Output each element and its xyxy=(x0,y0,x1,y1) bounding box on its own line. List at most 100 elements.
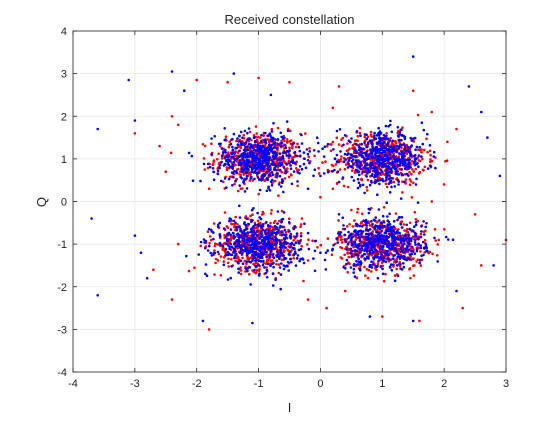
data-point xyxy=(289,142,293,146)
data-point xyxy=(356,223,359,226)
data-point xyxy=(363,165,367,168)
data-point xyxy=(211,162,215,166)
data-point xyxy=(285,154,289,157)
data-point xyxy=(241,256,244,260)
data-point xyxy=(289,260,293,264)
data-point xyxy=(347,241,351,244)
data-point xyxy=(413,241,417,244)
data-point xyxy=(383,159,386,163)
data-point xyxy=(239,170,242,173)
data-point xyxy=(289,173,293,176)
data-point xyxy=(238,235,241,239)
data-point xyxy=(260,213,264,216)
data-point xyxy=(199,244,202,248)
data-point xyxy=(289,242,293,246)
data-point xyxy=(455,289,458,293)
data-point xyxy=(298,149,302,153)
data-point xyxy=(235,253,238,256)
data-point xyxy=(351,225,355,228)
data-point xyxy=(261,145,265,149)
data-point xyxy=(380,229,384,233)
data-point xyxy=(285,264,289,268)
data-point xyxy=(391,160,394,163)
data-point xyxy=(127,78,130,82)
data-point xyxy=(273,138,277,141)
data-point xyxy=(379,145,383,148)
data-point xyxy=(252,171,256,174)
data-point xyxy=(226,253,230,257)
data-point xyxy=(353,219,356,222)
data-point xyxy=(236,223,239,226)
data-point xyxy=(381,238,384,241)
data-point xyxy=(359,163,363,166)
data-point xyxy=(361,254,364,258)
data-point xyxy=(389,119,392,123)
data-point xyxy=(284,146,288,150)
data-point xyxy=(354,159,358,162)
data-point xyxy=(244,141,248,144)
data-point xyxy=(393,247,397,250)
data-point xyxy=(247,272,251,276)
data-point xyxy=(289,167,293,170)
data-point xyxy=(369,130,373,134)
data-point xyxy=(283,139,286,143)
data-point xyxy=(429,158,432,161)
data-point xyxy=(364,274,367,278)
data-point xyxy=(255,268,259,272)
data-point xyxy=(396,159,400,162)
data-point xyxy=(237,225,241,229)
data-point xyxy=(372,250,375,254)
data-point xyxy=(412,274,416,277)
data-point xyxy=(265,189,269,193)
data-point xyxy=(343,238,347,241)
data-point xyxy=(366,178,370,182)
data-point xyxy=(432,155,436,158)
data-point xyxy=(299,234,303,238)
data-point xyxy=(209,238,213,242)
data-point xyxy=(277,194,280,197)
data-point xyxy=(278,152,282,155)
data-point xyxy=(375,147,378,151)
data-point xyxy=(279,273,283,276)
data-point xyxy=(390,130,394,134)
data-point xyxy=(296,180,299,183)
data-point xyxy=(363,159,367,162)
data-point xyxy=(269,221,272,225)
data-point xyxy=(257,144,260,147)
data-point xyxy=(263,248,267,252)
data-point xyxy=(227,257,230,261)
data-point xyxy=(213,244,217,248)
data-point xyxy=(304,132,307,135)
data-point xyxy=(306,231,310,235)
data-point xyxy=(360,178,363,181)
data-point xyxy=(396,234,400,237)
data-point xyxy=(234,221,237,225)
data-point xyxy=(423,233,426,236)
data-point xyxy=(358,148,361,151)
data-point xyxy=(248,179,252,182)
data-point xyxy=(296,142,299,146)
data-point xyxy=(417,246,421,250)
data-point xyxy=(227,231,231,235)
data-point xyxy=(333,157,337,161)
data-point xyxy=(202,238,206,241)
data-point xyxy=(422,128,426,132)
data-point xyxy=(294,241,298,244)
data-point xyxy=(357,160,360,163)
data-point xyxy=(298,165,302,168)
data-point xyxy=(264,131,267,135)
data-point xyxy=(361,230,365,233)
data-point xyxy=(362,157,366,160)
data-point xyxy=(288,80,291,84)
data-point xyxy=(251,237,255,240)
data-point xyxy=(260,179,263,182)
data-point xyxy=(271,136,274,140)
data-point xyxy=(388,145,392,149)
data-point xyxy=(418,170,422,174)
data-point xyxy=(260,232,263,236)
data-point xyxy=(386,219,390,222)
data-point xyxy=(435,254,439,257)
data-point xyxy=(234,249,237,253)
data-point xyxy=(365,152,368,156)
